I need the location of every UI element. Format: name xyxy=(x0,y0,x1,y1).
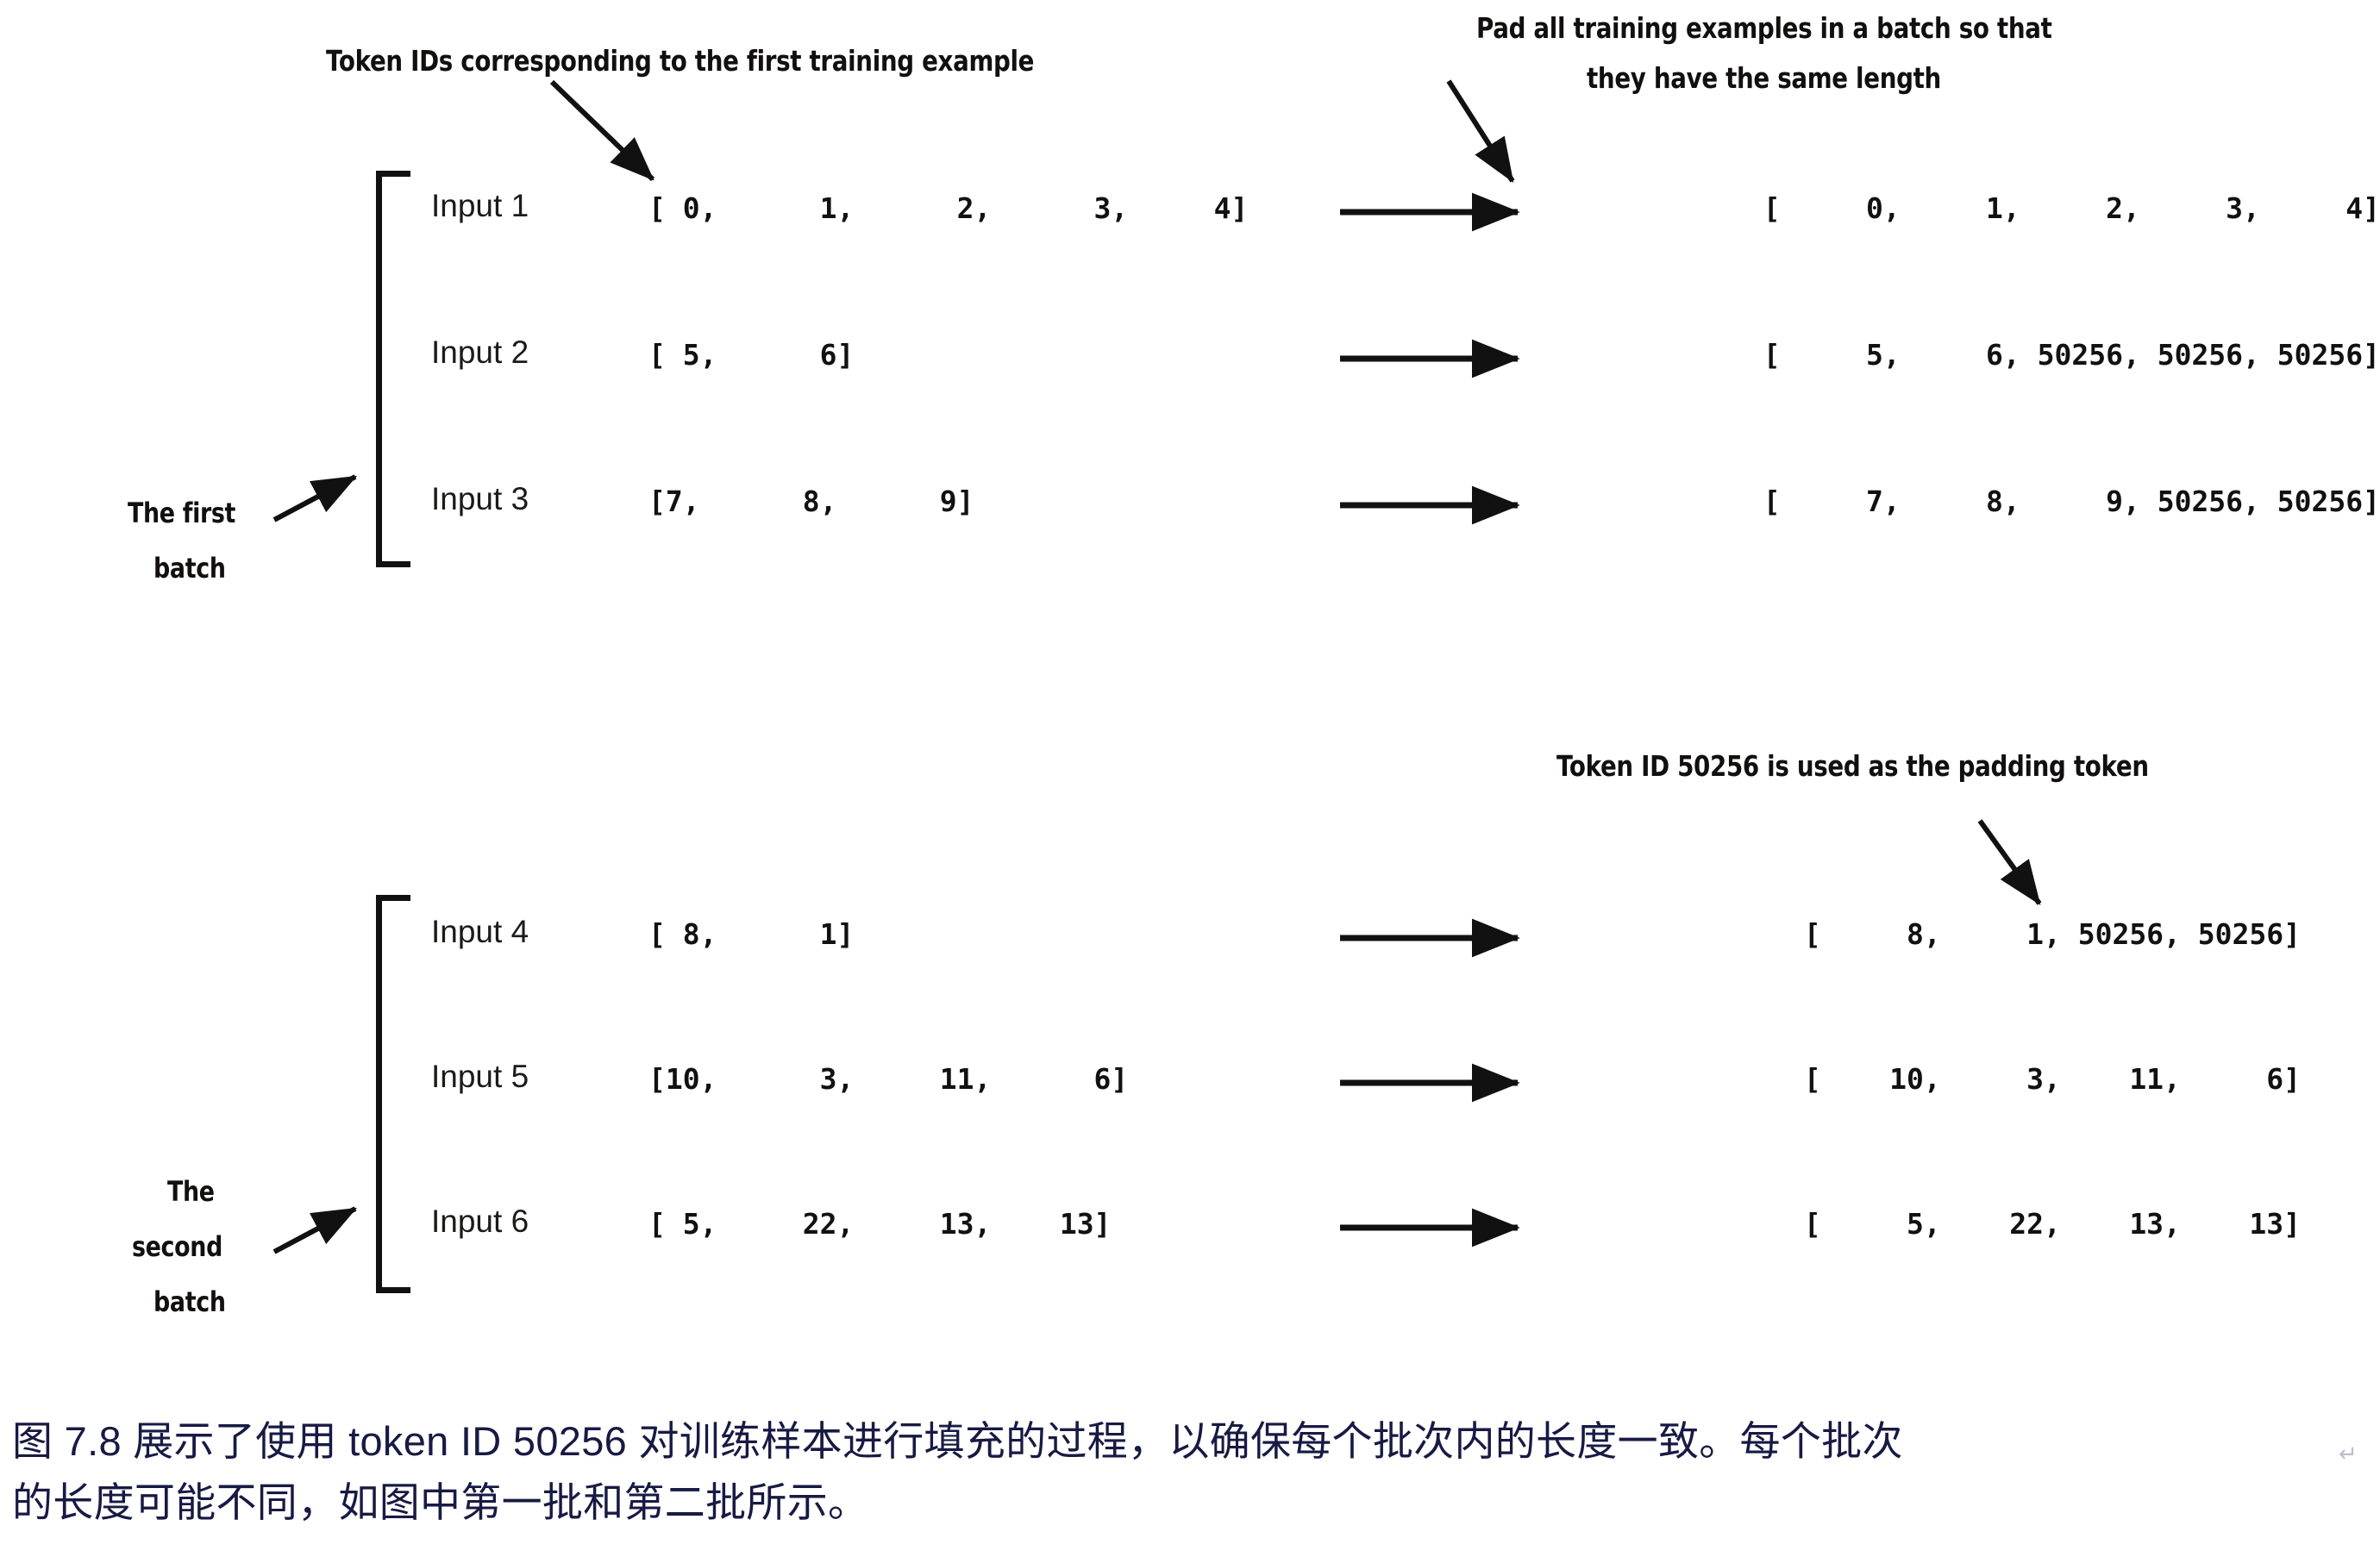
row-label-input-3: Input 3 xyxy=(431,481,529,516)
annotation-pad-line-1: Pad all training examples in a batch so … xyxy=(1476,11,2052,45)
row-label-input-4: Input 4 xyxy=(431,914,529,949)
first-batch-pointer-arrow xyxy=(272,474,358,522)
row-tokens-after-input-4: [ 8, 1, 50256, 50256] xyxy=(1803,917,2301,951)
pad-note-pointer-arrow xyxy=(1446,79,1515,184)
row-tokens-after-input-5: [ 10, 3, 11, 6] xyxy=(1803,1062,2301,1096)
row-tokens-after-input-3: [ 7, 8, 9, 50256, 50256] xyxy=(1763,485,2380,518)
figure-caption: 图 7.8 展示了使用 token ID 50256 对训练样本进行填充的过程，… xyxy=(12,1418,1903,1526)
token-ids-pointer-arrow xyxy=(549,79,655,182)
annotation-token-ids: Token IDs corresponding to the first tra… xyxy=(326,44,1035,78)
annotation-second-batch-line-3: batch xyxy=(153,1285,226,1318)
caption-wrap-marker-icon: ↵ xyxy=(2339,1441,2358,1467)
first-batch-bracket xyxy=(376,171,410,567)
row-label-input-2: Input 2 xyxy=(431,335,529,370)
row-label-input-6: Input 6 xyxy=(431,1204,529,1239)
annotation-pad-line-2: they have the same length xyxy=(1587,61,1941,95)
row-label-input-5: Input 5 xyxy=(431,1059,529,1094)
row-tokens-after-input-6: [ 5, 22, 13, 13] xyxy=(1803,1207,2301,1241)
annotation-second-batch-line-1: The xyxy=(167,1175,215,1208)
row-tokens-before-input-2: [ 5, 6] xyxy=(648,338,855,372)
row-tokens-before-input-4: [ 8, 1] xyxy=(648,917,855,951)
row-tokens-before-input-5: [10, 3, 11, 6] xyxy=(648,1062,1129,1096)
annotation-first-batch-line-2: batch xyxy=(153,552,226,585)
row-tokens-before-input-3: [7, 8, 9] xyxy=(648,485,974,518)
second-batch-pointer-arrow xyxy=(272,1206,358,1254)
padding-token-pointer-arrow xyxy=(1977,819,2042,905)
row-label-input-1: Input 1 xyxy=(431,188,529,223)
row-tokens-after-input-1: [ 0, 1, 2, 3, 4] xyxy=(1763,191,2380,225)
annotation-second-batch-line-2: second xyxy=(132,1230,222,1263)
row-tokens-before-input-6: [ 5, 22, 13, 13] xyxy=(648,1207,1112,1241)
annotation-first-batch-line-1: The first xyxy=(128,497,236,529)
second-batch-bracket xyxy=(376,895,410,1293)
annotation-padding-token: Token ID 50256 is used as the padding to… xyxy=(1556,749,2149,783)
row-tokens-after-input-2: [ 5, 6, 50256, 50256, 50256] xyxy=(1763,338,2380,372)
row-tokens-before-input-1: [ 0, 1, 2, 3, 4] xyxy=(648,191,1249,225)
